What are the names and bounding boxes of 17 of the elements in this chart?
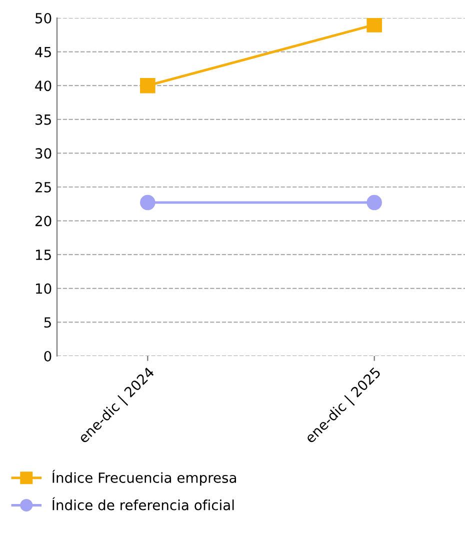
- y-tick-label: 15: [36, 250, 51, 260]
- y-tick-label: 35: [36, 114, 51, 125]
- y-tick-label: 0: [44, 350, 52, 362]
- point: [366, 194, 382, 210]
- point: [140, 194, 156, 210]
- y-tick-label: 20: [35, 216, 52, 226]
- y-tick-label: 10: [36, 283, 52, 294]
- y-tick-label: 25: [35, 182, 51, 192]
- point: [140, 78, 156, 94]
- y-tick-label: 30: [36, 148, 52, 159]
- y-tick-label: 50: [36, 12, 52, 24]
- legend-label: Índice Frecuencia empresa: [52, 470, 236, 486]
- y-tick-label: 40: [35, 80, 52, 92]
- y-tick-label: 45: [35, 46, 51, 58]
- point: [366, 18, 382, 32]
- legend-label: Índice de referencia oficial: [52, 497, 234, 510]
- y-tick-label: 5: [44, 317, 51, 328]
